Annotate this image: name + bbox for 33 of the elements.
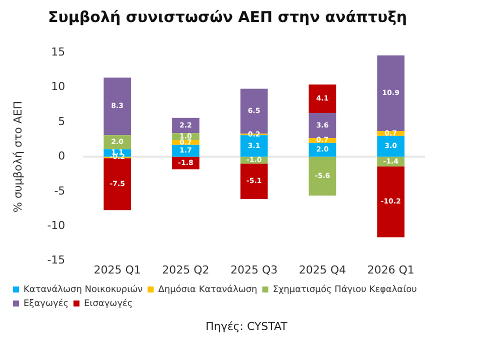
x-tick-label: 2025 Q3	[230, 263, 278, 276]
bar	[104, 158, 132, 210]
y-tick-label: 15	[51, 45, 66, 58]
text: Πηγές: CYSTAT	[204, 320, 288, 333]
bar	[308, 156, 336, 196]
x-tick-label: 2025 Q2	[162, 263, 210, 276]
y-tick-label: -10	[47, 218, 66, 232]
bar	[104, 135, 132, 150]
y-tick-label: 5	[58, 114, 66, 128]
y-tick-label: 0	[58, 150, 66, 163]
bar	[377, 166, 404, 238]
legend-label: Εισαγωγές	[84, 298, 133, 309]
y-tick-label: 10	[51, 80, 66, 94]
x-tick-label: 2026 Q1	[367, 263, 414, 276]
x-tick-label: 2025 Q1	[94, 263, 141, 276]
bar	[104, 78, 132, 136]
bar	[240, 164, 268, 200]
legend-label: Δημόσια Κατανάλωση	[158, 284, 258, 295]
y-tick-label: -15	[47, 254, 66, 267]
bar	[377, 156, 404, 166]
legend-label: Εξαγωγές	[24, 298, 68, 309]
x-tick-label: 2025 Q4	[298, 263, 346, 276]
bar	[172, 118, 200, 134]
bar	[377, 136, 404, 157]
legend-label: Κατανάλωση Νοικοκυριών	[24, 284, 143, 295]
y-axis-title: % συμβολή στο ΑΕΠ	[11, 100, 24, 212]
bar	[377, 55, 404, 132]
bar	[308, 112, 336, 138]
bar	[240, 135, 268, 157]
bar	[308, 84, 336, 113]
legend-label: Σχηματισμός Πάγιου Κεφαλαίου	[272, 284, 417, 295]
y-tick-label: -5	[54, 184, 66, 198]
chart-title: Συμβολή συνιστωσών ΑΕΠ στην ανάπτυξη	[47, 8, 408, 28]
